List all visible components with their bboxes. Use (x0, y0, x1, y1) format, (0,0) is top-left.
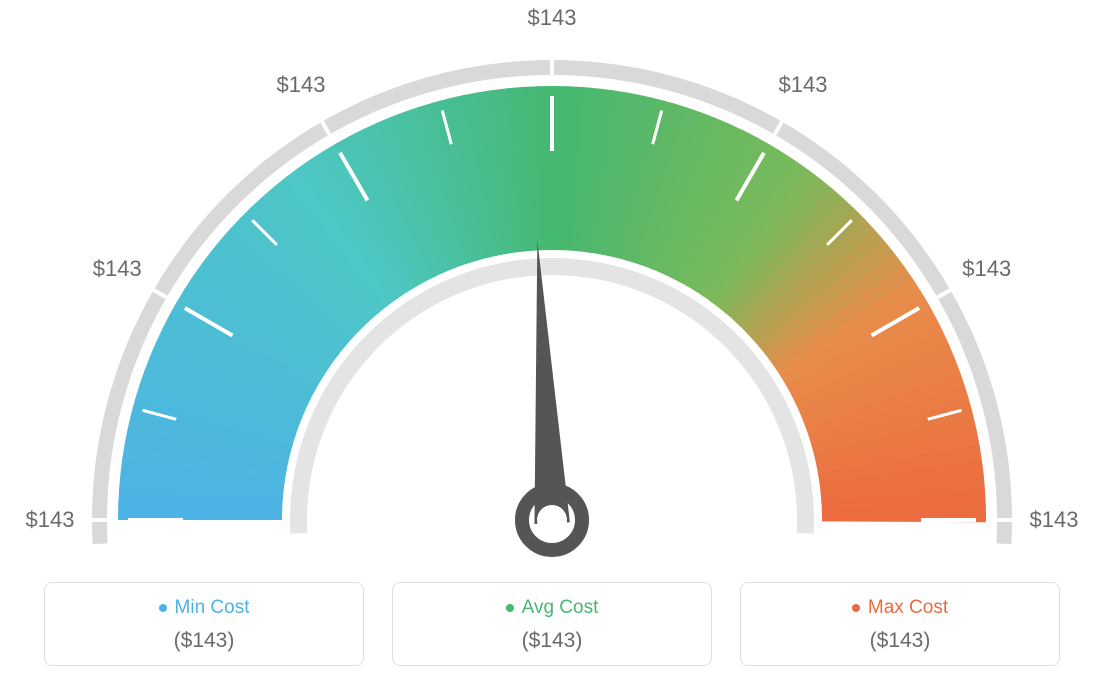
legend-card-max: Max Cost ($143) (740, 582, 1060, 666)
legend-value: ($143) (55, 629, 353, 653)
dot-icon (159, 604, 167, 612)
gauge-tick-label: $143 (528, 5, 577, 31)
dot-icon (506, 604, 514, 612)
legend-card-min: Min Cost ($143) (44, 582, 364, 666)
legend-row: Min Cost ($143) Avg Cost ($143) Max Cost… (0, 582, 1104, 666)
gauge-tick-label: $143 (962, 256, 1011, 282)
gauge-tick-label: $143 (1030, 507, 1079, 533)
dot-icon (852, 604, 860, 612)
gauge-svg (0, 0, 1104, 560)
legend-label: Avg Cost (522, 597, 599, 619)
legend-label: Max Cost (868, 597, 948, 619)
legend-value: ($143) (403, 629, 701, 653)
gauge-chart: $143 $143 $143 $143 $143 $143 $143 (0, 0, 1104, 560)
legend-title-max: Max Cost (852, 597, 948, 619)
legend-title-min: Min Cost (159, 597, 250, 619)
gauge-tick-label: $143 (26, 507, 75, 533)
gauge-tick-label: $143 (277, 72, 326, 98)
legend-card-avg: Avg Cost ($143) (392, 582, 712, 666)
legend-title-avg: Avg Cost (506, 597, 599, 619)
gauge-tick-label: $143 (779, 72, 828, 98)
legend-value: ($143) (751, 629, 1049, 653)
gauge-tick-label: $143 (93, 256, 142, 282)
legend-label: Min Cost (175, 597, 250, 619)
